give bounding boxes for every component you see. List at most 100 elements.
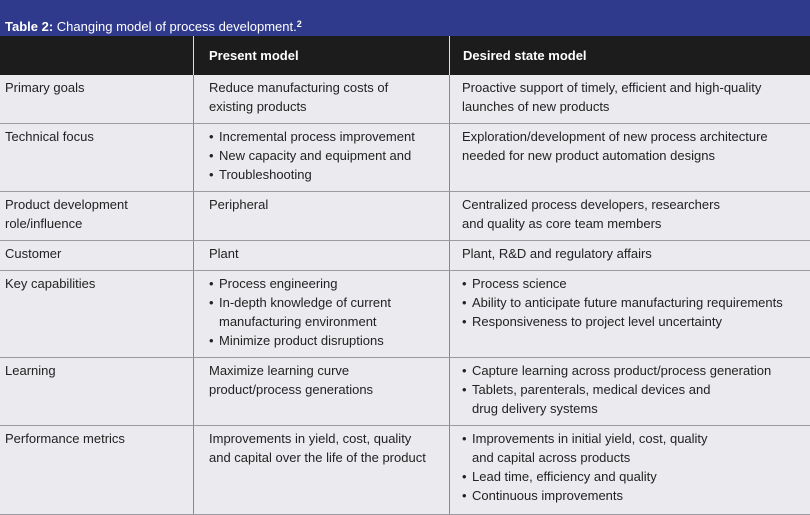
bullet-item: • Continuous improvements	[462, 486, 810, 505]
table-row: Customer Plant Plant, R&D and regulatory a…	[0, 241, 810, 271]
cell-text-line: launches of new products	[462, 99, 610, 114]
bullet-icon: •	[209, 167, 214, 182]
bullet-text: Lead time, efficiency and quality	[472, 469, 657, 484]
row-label-cell: Technical focus	[0, 124, 193, 191]
table-title-text: Changing model of process development.	[56, 19, 297, 34]
bullet-icon: •	[462, 488, 467, 503]
bullet-text: New capacity and equipment and	[219, 148, 412, 163]
row-label-cell: Performance metrics	[0, 426, 193, 514]
row-label: role/influence	[5, 216, 83, 231]
table-row: Learning Maximize learning curve product/p…	[0, 358, 810, 426]
bullet-item: • Responsiveness to project level uncerta…	[462, 312, 810, 331]
bullet-text: Capture learning across product/process …	[472, 363, 772, 378]
bullet-text: Ability to anticipate future manufacturi…	[472, 295, 783, 310]
row-label-cell: Learning	[0, 358, 193, 425]
bullet-text: Responsiveness to project level uncertai…	[472, 314, 723, 329]
desired-state-cell: Centralized process developers, research…	[449, 192, 810, 240]
bullet-icon: •	[462, 363, 467, 378]
row-label: Primary goals	[5, 80, 85, 95]
bullet-icon: •	[462, 314, 467, 329]
present-model-cell: Plant	[193, 241, 449, 270]
bullet-item: • New capacity and equipment and	[209, 146, 449, 165]
row-label: Product development	[5, 197, 128, 212]
bullet-item: • Ability to anticipate future manufactur…	[462, 293, 810, 312]
cell-text-line: Exploration/development of new process a…	[462, 129, 768, 144]
header-cell-category	[0, 36, 193, 75]
desired-state-cell: • Improvements in initial yield, cost, qu…	[449, 426, 810, 514]
bullet-item: • Lead time, efficiency and quality	[462, 467, 810, 486]
row-label-cell: Customer	[0, 241, 193, 270]
present-model-cell: Reduce manufacturing costs of existing pr…	[193, 75, 449, 123]
row-label: Performance metrics	[5, 431, 125, 446]
bullet-text: Tablets, parenterals, medical devices an…	[472, 382, 711, 397]
bullet-text: Improvements in initial yield, cost, qua…	[472, 431, 708, 446]
bullet-item: • In-depth knowledge of current	[209, 293, 449, 312]
bullet-item: • Improvements in initial yield, cost, qu…	[462, 429, 810, 448]
bullet-icon: •	[462, 431, 467, 446]
present-model-cell: • Process engineering • In-depth knowledge …	[193, 271, 449, 357]
cell-text-line: Maximize learning curve	[209, 363, 350, 378]
table-title-footnote: 2	[296, 19, 302, 29]
table-row: Key capabilities • Process engineering • In-…	[0, 271, 810, 358]
bullet-icon: •	[209, 276, 214, 291]
desired-state-cell: Exploration/development of new process a…	[449, 124, 810, 191]
present-model-cell: Maximize learning curve product/process g…	[193, 358, 449, 425]
table-title: Table 2: Changing model of process devel…	[5, 16, 302, 35]
bullet-text: Process science	[472, 276, 567, 291]
bullet-icon: •	[209, 295, 214, 310]
cell-text-line: needed for new product automation design…	[462, 148, 715, 163]
bullet-text: Troubleshooting	[219, 167, 312, 182]
table-body: Primary goals Reduce manufacturing costs …	[0, 75, 810, 515]
table-row: Primary goals Reduce manufacturing costs …	[0, 75, 810, 124]
cell-text-line: manufacturing environment	[219, 314, 377, 329]
bullet-icon: •	[462, 276, 467, 291]
bullet-icon: •	[209, 129, 214, 144]
present-model-cell: Improvements in yield, cost, quality and …	[193, 426, 449, 514]
bullet-icon: •	[462, 382, 467, 397]
row-label: Learning	[5, 363, 56, 378]
bullet-item: • Capture learning across product/process…	[462, 361, 810, 380]
bullet-item: • Process engineering	[209, 274, 449, 293]
cell-text-line: Plant, R&D and regulatory affairs	[462, 246, 652, 261]
cell-text-line: and capital over the life of the product	[209, 450, 426, 465]
row-label: Technical focus	[5, 129, 94, 144]
cell-text-line: Peripheral	[209, 197, 269, 212]
row-label-cell: Primary goals	[0, 75, 193, 123]
row-label-cell: Product development role/influence	[0, 192, 193, 240]
bullet-item: • Minimize product disruptions	[209, 331, 449, 350]
bullet-text: Incremental process improvement	[219, 129, 415, 144]
desired-state-cell: • Process science • Ability to anticipate f…	[449, 271, 810, 357]
table-title-label: Table 2:	[5, 19, 54, 34]
cell-text-line: drug delivery systems	[472, 401, 598, 416]
header-cell-desired-state-model: Desired state model	[449, 36, 810, 75]
bullet-icon: •	[209, 333, 214, 348]
header-cell-present-model: Present model	[193, 36, 449, 75]
bullet-text: Process engineering	[219, 276, 338, 291]
cell-text-line: Reduce manufacturing costs of	[209, 80, 389, 95]
table-row: Performance metrics Improvements in yield…	[0, 426, 810, 515]
bullet-item: • Process science	[462, 274, 810, 293]
bullet-text: Minimize product disruptions	[219, 333, 384, 348]
bullet-item: • Incremental process improvement	[209, 127, 449, 146]
cell-text-line: Proactive support of timely, efficient a…	[462, 80, 762, 95]
table-row: Technical focus • Incremental process impr…	[0, 124, 810, 192]
table-title-bar: Table 2: Changing model of process devel…	[0, 0, 810, 36]
bullet-text: Continuous improvements	[472, 488, 624, 503]
bullet-icon: •	[462, 469, 467, 484]
table-row: Product development role/influence Periphe…	[0, 192, 810, 241]
row-label-cell: Key capabilities	[0, 271, 193, 357]
row-label: Key capabilities	[5, 276, 96, 291]
bullet-icon: •	[462, 295, 467, 310]
cell-text-line: product/process generations	[209, 382, 374, 397]
desired-state-cell: Proactive support of timely, efficient a…	[449, 75, 810, 123]
cell-text-line: existing products	[209, 99, 307, 114]
bullet-text: In-depth knowledge of current	[219, 295, 391, 310]
desired-state-cell: • Capture learning across product/process…	[449, 358, 810, 425]
present-model-cell: • Incremental process improvement • New cap…	[193, 124, 449, 191]
desired-state-cell: Plant, R&D and regulatory affairs	[449, 241, 810, 270]
present-model-cell: Peripheral	[193, 192, 449, 240]
cell-text-line: Centralized process developers, research…	[462, 197, 720, 212]
cell-text-line: Improvements in yield, cost, quality	[209, 431, 412, 446]
cell-text-line: Plant	[209, 246, 239, 261]
cell-text-line: and capital across products	[472, 450, 631, 465]
